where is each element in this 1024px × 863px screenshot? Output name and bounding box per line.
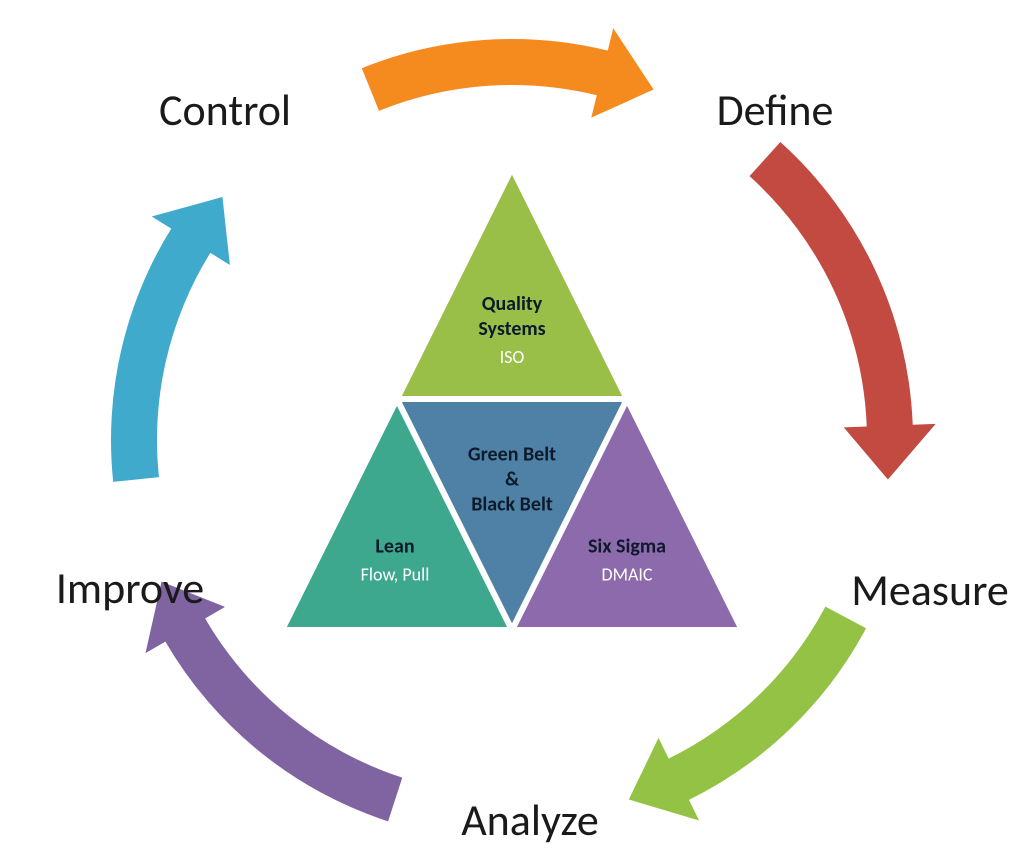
arrow-define-to-measure: [750, 142, 936, 480]
pyramid-top-triangle: [397, 168, 627, 399]
phase-analyze: Analyze: [461, 793, 599, 847]
arrow-measure-to-analyze: [629, 607, 866, 821]
phase-define: Define: [717, 83, 834, 137]
phase-measure: Measure: [851, 563, 1009, 617]
arrow-improve-to-control: [111, 197, 230, 482]
phase-control: Control: [159, 83, 291, 137]
arrow-control-to-define: [362, 28, 654, 117]
dmaic-diagram: Control Define Measure Analyze Improve Q…: [0, 0, 1024, 863]
center-pyramid: [282, 168, 742, 630]
phase-improve: Improve: [56, 561, 204, 615]
diagram-svg: [0, 0, 1024, 863]
